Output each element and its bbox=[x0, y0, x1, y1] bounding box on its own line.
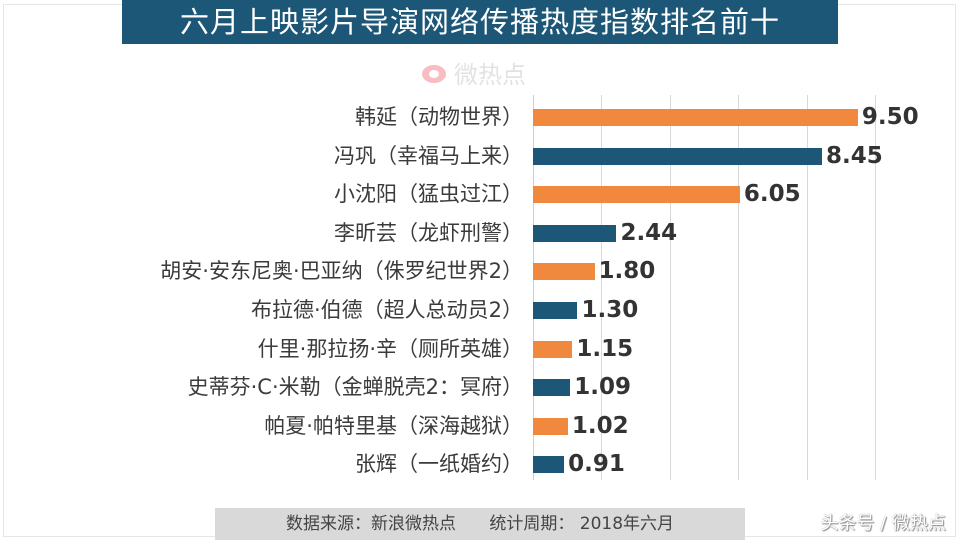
watermark-text: 微热点 bbox=[454, 60, 526, 89]
value-label: 1.80 bbox=[598, 258, 656, 285]
bar bbox=[533, 456, 565, 474]
y-axis-line bbox=[533, 95, 534, 480]
value-label: 8.45 bbox=[825, 142, 883, 169]
category-label: 冯巩（幸福马上来） bbox=[334, 143, 523, 168]
value-label: 6.05 bbox=[743, 181, 801, 208]
category-label: 胡安·安东尼奥·巴亚纳（侏罗纪世界2） bbox=[160, 259, 523, 284]
category-label: 什里·那拉扬·辛（厕所英雄） bbox=[257, 336, 523, 361]
bar-row: 张辉（一纸婚约） 0.91 bbox=[0, 445, 960, 483]
bar-row: 小沈阳（猛虫过江） 6.05 bbox=[0, 175, 960, 213]
credit-watermark: 头条号 / 微热点 bbox=[820, 513, 946, 534]
bar bbox=[533, 147, 822, 165]
period-text: 统计周期： 2018年六月 bbox=[489, 514, 675, 534]
bar-row: 帕夏·帕特里基（深海越狱） 1.02 bbox=[0, 407, 960, 445]
bar-row: 胡安·安东尼奥·巴亚纳（侏罗纪世界2） 1.80 bbox=[0, 252, 960, 290]
chart-title: 六月上映影片导演网络传播热度指数排名前十 bbox=[122, 0, 838, 44]
footer-source: 数据来源：新浪微热点 统计周期： 2018年六月 bbox=[215, 508, 745, 540]
bar-row: 布拉德·伯德（超人总动员2） 1.30 bbox=[0, 291, 960, 329]
value-label: 9.50 bbox=[861, 104, 919, 130]
category-label: 史蒂芬·C·米勒（金蝉脱壳2：冥府） bbox=[187, 375, 523, 400]
gridline bbox=[806, 95, 808, 480]
value-label: 1.02 bbox=[571, 412, 629, 439]
gridline bbox=[875, 95, 876, 480]
category-label: 李昕芸（龙虾刑警） bbox=[334, 220, 523, 245]
bar-row: 韩延（动物世界） 9.50 bbox=[0, 98, 960, 136]
plot-area bbox=[533, 95, 876, 480]
value-label: 1.15 bbox=[576, 335, 634, 362]
bar bbox=[533, 186, 740, 204]
bar-row: 史蒂芬·C·米勒（金蝉脱壳2：冥府） 1.09 bbox=[0, 368, 960, 406]
gridline bbox=[669, 95, 671, 480]
category-label: 张辉（一纸婚约） bbox=[355, 452, 523, 477]
value-label: 0.91 bbox=[568, 451, 625, 478]
value-label: 1.30 bbox=[581, 297, 639, 323]
value-label: 1.09 bbox=[574, 374, 632, 401]
gridline bbox=[601, 95, 603, 480]
gridline bbox=[738, 95, 740, 480]
bar bbox=[533, 417, 568, 435]
data-source-text: 数据来源：新浪微热点 bbox=[285, 514, 456, 534]
bar-row: 冯巩（幸福马上来） 8.45 bbox=[0, 137, 960, 175]
weibo-eye-icon bbox=[420, 59, 452, 85]
category-label: 小沈阳（猛虫过江） bbox=[334, 182, 523, 207]
bar bbox=[533, 379, 571, 397]
bar bbox=[533, 263, 595, 281]
bar bbox=[533, 340, 573, 358]
value-label: 2.44 bbox=[620, 219, 678, 246]
category-label: 布拉德·伯德（超人总动员2） bbox=[250, 298, 523, 322]
category-label: 韩延（动物世界） bbox=[355, 105, 523, 129]
bar bbox=[533, 302, 578, 319]
category-label: 帕夏·帕特里基（深海越狱） bbox=[264, 413, 523, 438]
watermark: 微热点 bbox=[420, 56, 526, 89]
bar bbox=[533, 109, 858, 126]
bar bbox=[533, 224, 617, 242]
bar-row: 什里·那拉扬·辛（厕所英雄） 1.15 bbox=[0, 330, 960, 368]
bar-row: 李昕芸（龙虾刑警） 2.44 bbox=[0, 214, 960, 252]
